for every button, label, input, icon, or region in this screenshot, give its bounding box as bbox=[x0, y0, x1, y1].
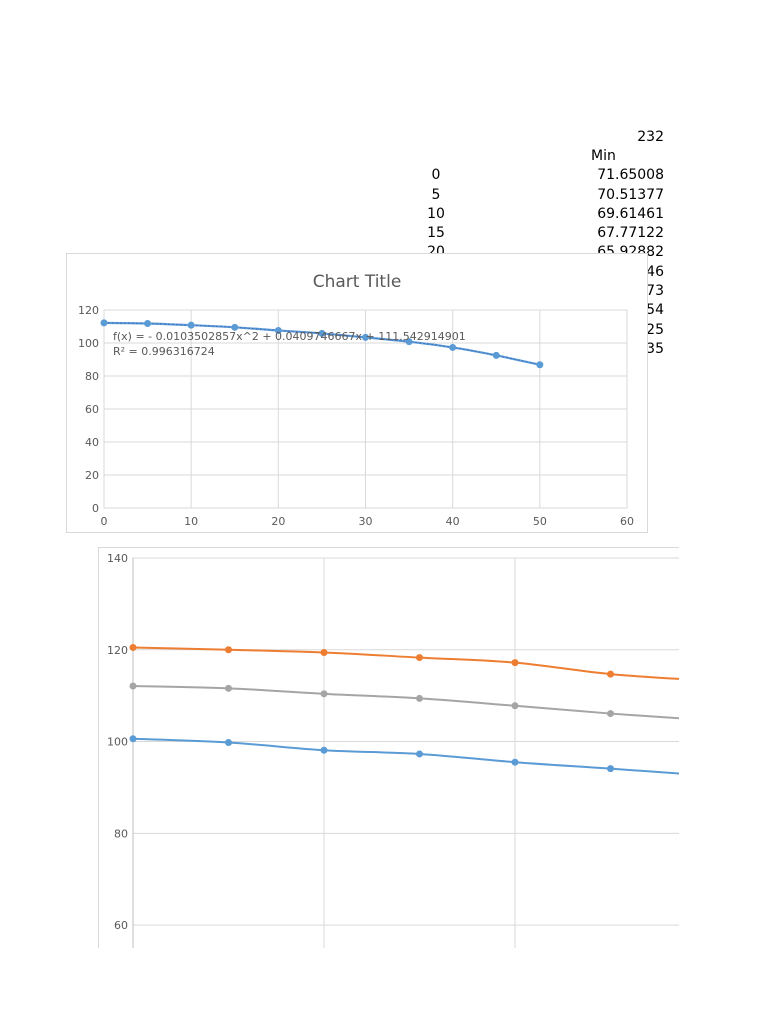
y-axis-ticks: 0 20 40 60 80 100 120 bbox=[78, 304, 99, 515]
data-point bbox=[231, 323, 239, 331]
data-point bbox=[187, 321, 195, 329]
scatter-chart-svg: Chart Title 0 20 40 60 80 100 120 0 10 20 30 40 50 6… bbox=[78, 272, 635, 528]
min-cell[interactable]: 46 bbox=[646, 264, 664, 280]
data-point bbox=[320, 690, 328, 698]
data-point bbox=[100, 319, 108, 327]
data-point bbox=[362, 333, 369, 341]
x-cell[interactable]: 5 bbox=[431, 187, 441, 203]
data-point bbox=[225, 684, 232, 692]
x-tick-label: 10 bbox=[184, 515, 198, 528]
data-point bbox=[129, 643, 137, 651]
x-cell[interactable]: 0 bbox=[431, 167, 441, 183]
r-squared-label[interactable]: R² = 0.996316724 bbox=[113, 345, 215, 358]
data-point bbox=[492, 351, 500, 359]
min-cell[interactable]: 73 bbox=[646, 283, 664, 299]
min-cell[interactable]: 35 bbox=[646, 341, 664, 357]
data-series[interactable] bbox=[100, 319, 544, 369]
min-cell[interactable]: 25 bbox=[646, 322, 664, 338]
data-series[interactable] bbox=[129, 643, 707, 777]
data-point bbox=[225, 738, 232, 746]
data-point bbox=[511, 659, 519, 667]
data-point bbox=[607, 710, 614, 718]
y-tick-label: 80 bbox=[114, 827, 128, 840]
data-point bbox=[320, 649, 328, 657]
series-line bbox=[132, 737, 707, 777]
line-chart-svg: 60 80 100 120 140 bbox=[107, 552, 707, 948]
x-tick-label: 60 bbox=[620, 515, 634, 528]
scatter-chart[interactable]: Chart Title 0 20 40 60 80 100 120 0 10 20 30 40 50 6… bbox=[66, 253, 648, 533]
data-point bbox=[607, 765, 614, 773]
y-tick-label: 80 bbox=[85, 370, 99, 383]
y-tick-label: 0 bbox=[92, 502, 99, 515]
data-point bbox=[405, 338, 413, 346]
y-tick-label: 100 bbox=[107, 736, 128, 749]
data-point bbox=[416, 750, 423, 758]
data-point bbox=[144, 320, 152, 328]
y-tick-label: 60 bbox=[85, 403, 99, 416]
x-tick-label: 30 bbox=[359, 515, 373, 528]
x-tick-label: 0 bbox=[101, 515, 108, 528]
data-point bbox=[416, 694, 423, 702]
data-point bbox=[320, 746, 328, 754]
data-point bbox=[416, 654, 423, 662]
data-point bbox=[129, 682, 137, 690]
min-cell[interactable]: 70.51377 bbox=[597, 187, 664, 203]
y-axis-ticks: 60 80 100 120 140 bbox=[107, 552, 128, 932]
series-line bbox=[132, 685, 707, 721]
y-tick-label: 120 bbox=[78, 304, 99, 317]
data-point bbox=[449, 343, 457, 351]
min-cell[interactable]: 54 bbox=[646, 302, 664, 318]
y-tick-label: 100 bbox=[78, 337, 99, 350]
top-value-cell[interactable]: 232 bbox=[637, 129, 664, 145]
line-chart[interactable]: 60 80 100 120 140 bbox=[98, 547, 707, 948]
data-point bbox=[511, 758, 519, 766]
x-cell[interactable]: 10 bbox=[427, 206, 445, 222]
x-tick-label: 50 bbox=[533, 515, 547, 528]
data-point bbox=[318, 329, 326, 337]
chart-title[interactable]: Chart Title bbox=[313, 272, 402, 292]
min-column-header[interactable]: Min bbox=[591, 148, 616, 164]
x-tick-label: 40 bbox=[446, 515, 460, 528]
min-cell[interactable]: 69.61461 bbox=[597, 206, 664, 222]
x-tick-label: 20 bbox=[271, 515, 285, 528]
y-tick-label: 120 bbox=[107, 644, 128, 657]
y-tick-label: 40 bbox=[85, 436, 99, 449]
data-point bbox=[511, 702, 519, 710]
y-tick-label: 60 bbox=[114, 919, 128, 932]
y-tick-label: 140 bbox=[107, 552, 128, 565]
series-line bbox=[132, 646, 707, 682]
y-tick-label: 20 bbox=[85, 469, 99, 482]
data-point bbox=[129, 735, 137, 743]
data-point bbox=[536, 361, 544, 369]
min-cell[interactable]: 71.65008 bbox=[597, 167, 664, 183]
data-point bbox=[607, 670, 614, 678]
x-cell[interactable]: 15 bbox=[427, 225, 445, 241]
min-cell[interactable]: 67.77122 bbox=[597, 225, 664, 241]
data-point bbox=[225, 646, 232, 654]
data-point bbox=[274, 326, 282, 334]
chart-gridlines bbox=[103, 309, 628, 509]
x-axis-ticks: 0 10 20 30 40 50 60 bbox=[101, 515, 635, 528]
trendline-equation[interactable]: f(x) = - 0.0103502857x^2 + 0.0409746667x… bbox=[113, 330, 466, 343]
